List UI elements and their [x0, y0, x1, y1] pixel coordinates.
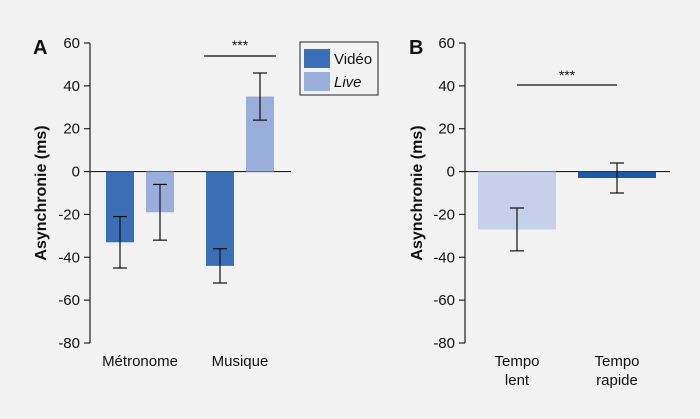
significance-stars: ***	[559, 67, 576, 83]
category-label: lent	[505, 372, 530, 389]
legend: Vidéo Live	[299, 41, 379, 96]
y-tick-label: -20	[433, 206, 455, 223]
y-tick-label: -60	[58, 292, 80, 309]
y-axis-label: Asynchronie (ms)	[409, 125, 426, 260]
category-label: Musique	[212, 353, 269, 370]
y-tick-label: 60	[63, 35, 80, 52]
category-label: Tempo	[594, 353, 639, 370]
category-label: Tempo	[494, 353, 539, 370]
category-label: rapide	[596, 372, 638, 389]
panel-letter: B	[409, 37, 423, 59]
panel-letter: A	[33, 37, 47, 59]
legend-label: Vidéo	[334, 51, 372, 68]
y-tick-label: 0	[72, 164, 80, 181]
y-tick-label: 0	[447, 164, 455, 181]
y-tick-label: 60	[438, 35, 455, 52]
y-axis-label: Asynchronie (ms)	[33, 125, 50, 260]
y-tick-label: 20	[438, 121, 455, 138]
category-label: Métronome	[102, 353, 178, 370]
y-tick-label: -60	[433, 292, 455, 309]
y-tick-label: -40	[58, 249, 80, 266]
legend-swatch	[304, 49, 330, 68]
y-tick-label: 20	[63, 121, 80, 138]
panel-a: A 60 40 20 0 -20 -40 -60 -80 Asynchronie (ms) Métr…	[33, 35, 379, 370]
panel-b: B 60 40 20 0 -20 -40 -60 -80 Asynchronie (ms) Temp…	[409, 35, 670, 389]
significance-stars: ***	[232, 37, 249, 53]
y-tick-label: -40	[433, 249, 455, 266]
legend-swatch	[304, 72, 330, 91]
y-tick-label: 40	[438, 78, 455, 95]
y-tick-label: -20	[58, 206, 80, 223]
legend-label: Live	[334, 74, 362, 91]
y-tick-label: -80	[433, 335, 455, 352]
y-tick-label: 40	[63, 78, 80, 95]
y-tick-label: -80	[58, 335, 80, 352]
